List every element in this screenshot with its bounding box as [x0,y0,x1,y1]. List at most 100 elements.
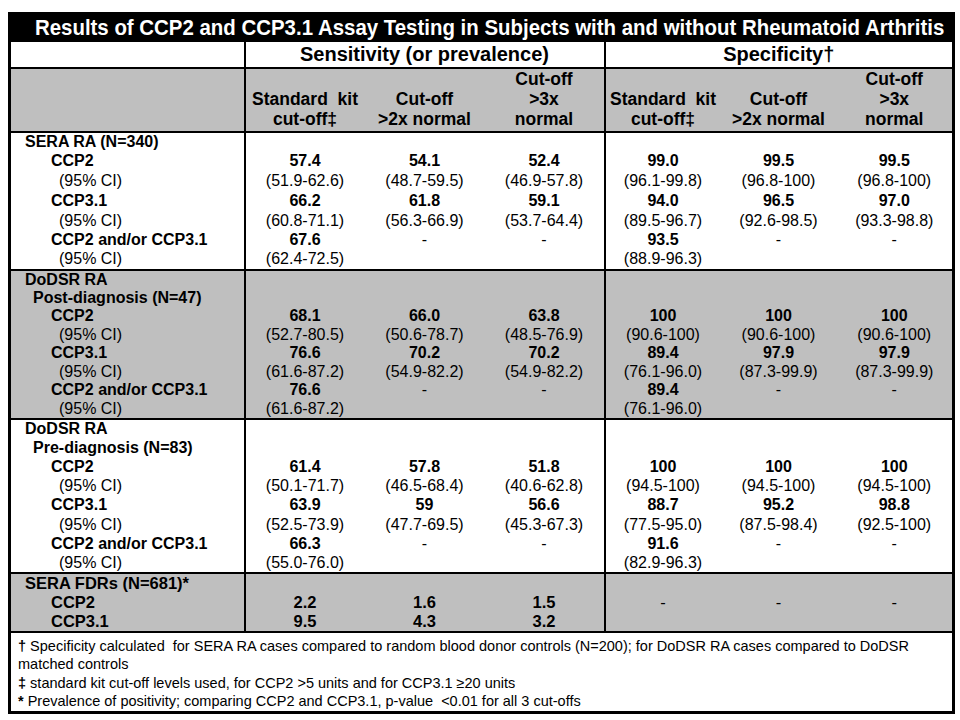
value-cell: 68.1 [245,307,365,326]
value-cell: 57.8 [365,458,485,477]
value-cell: 99.5 [837,152,954,171]
value-cell: (52.5-73.9) [245,515,365,535]
value-cell [605,573,721,593]
table-row: CCP3.163.95956.688.795.298.8 [10,496,954,515]
value-cell: (96.1-99.8) [605,171,721,191]
value-cell: 94.0 [605,191,721,211]
value-cell: (55.0-76.0) [245,554,365,573]
value-cell: 70.2 [365,344,485,363]
value-cell [721,289,837,307]
row-label: SERA RA (N=340) [10,132,245,152]
value-cell: (92.5-100) [837,515,954,535]
value-cell [721,612,837,632]
table-row: Pre-diagnosis (N=83) [10,438,954,458]
value-cell [365,289,485,307]
value-cell: 51.8 [485,458,605,477]
value-cell: (46.9-57.8) [485,171,605,191]
value-cell: (90.6-100) [837,326,954,344]
value-cell: (94.5-100) [721,477,837,496]
row-label: Pre-diagnosis (N=83) [10,438,245,458]
col-header-standard-kit-sens: Standard kit cut-off‡ [245,68,365,132]
table-row: Post-diagnosis (N=47) [10,289,954,307]
row-label: (95% CI) [10,515,245,535]
value-cell: 100 [721,458,837,477]
value-cell: 70.2 [485,344,605,363]
table-row: DoDSR RA [10,419,954,438]
group-header-row: Sensitivity (or prevalence) Specificity† [10,42,954,68]
value-cell [365,132,485,152]
value-cell [721,438,837,458]
value-cell: 1.6 [365,593,485,612]
value-cell: 100 [721,307,837,326]
value-cell: (88.9-96.3) [605,250,721,270]
specificity-group-header: Specificity† [605,42,954,68]
value-cell: 97.9 [837,344,954,363]
row-label: CCP2 and/or CCP3.1 [10,231,245,250]
footnote: ‡ standard kit cut-off levels used, for … [18,674,942,693]
value-cell: (48.5-76.9) [485,326,605,344]
value-cell: 97.0 [837,191,954,211]
value-cell: - [485,231,605,250]
value-cell: 99.0 [605,152,721,171]
value-cell [605,419,721,438]
value-cell: (94.5-100) [605,477,721,496]
value-cell: 88.7 [605,496,721,515]
row-label: (95% CI) [10,326,245,344]
row-label: Post-diagnosis (N=47) [10,289,245,307]
value-cell: (54.9-82.2) [485,363,605,381]
row-label: CCP2 [10,307,245,326]
value-cell: 100 [837,458,954,477]
value-cell: (50.6-78.7) [365,326,485,344]
value-cell: (53.7-64.4) [485,211,605,231]
value-cell [365,400,485,419]
value-cell [837,438,954,458]
value-cell: - [837,535,954,554]
value-cell: 67.6 [245,231,365,250]
row-label: CCP2 [10,593,245,612]
row-label: CCP2 [10,152,245,171]
value-cell [245,438,365,458]
row-label: (95% CI) [10,554,245,573]
value-cell: (89.5-96.7) [605,211,721,231]
value-cell: - [485,381,605,400]
table-row: (95% CI)(52.7-80.5)(50.6-78.7)(48.5-76.9… [10,326,954,344]
value-cell [485,270,605,289]
value-cell: (92.6-98.5) [721,211,837,231]
table-row: (95% CI)(60.8-71.1)(56.3-66.9)(53.7-64.4… [10,211,954,231]
value-cell: (82.9-96.3) [605,554,721,573]
table-row: CCP22.21.61.5--- [10,593,954,612]
row-label: CCP3.1 [10,344,245,363]
value-cell: 59 [365,496,485,515]
footnotes: † Specificity calculated for SERA RA cas… [10,632,954,713]
value-cell [485,419,605,438]
table-row: CCP261.457.851.8100100100 [10,458,954,477]
table-row: (95% CI)(62.4-72.5)(88.9-96.3) [10,250,954,270]
value-cell [837,132,954,152]
row-label: CCP2 and/or CCP3.1 [10,381,245,400]
value-cell [605,132,721,152]
value-cell: (50.1-71.7) [245,477,365,496]
value-cell [721,132,837,152]
value-cell [485,400,605,419]
value-cell: (94.5-100) [837,477,954,496]
column-header-row: Standard kit cut-off‡ Cut-off >2x normal… [10,68,954,132]
value-cell: 89.4 [605,344,721,363]
value-cell: - [365,381,485,400]
value-cell: 4.3 [365,612,485,632]
row-label: CCP3.1 [10,191,245,211]
value-cell: 63.9 [245,496,365,515]
value-cell: 57.4 [245,152,365,171]
col-header-2x-spec: Cut-off >2x normal [721,68,837,132]
value-cell [485,250,605,270]
table-row: DoDSR RA [10,270,954,289]
value-cell: - [721,231,837,250]
table-row: SERA FDRs (N=681)* [10,573,954,593]
value-cell [721,400,837,419]
table-row: CCP3.176.670.270.289.497.997.9 [10,344,954,363]
value-cell: 76.6 [245,381,365,400]
value-cell: 3.2 [485,612,605,632]
value-cell [365,250,485,270]
sensitivity-group-header: Sensitivity (or prevalence) [245,42,605,68]
value-cell: 99.5 [721,152,837,171]
value-cell: (48.7-59.5) [365,171,485,191]
